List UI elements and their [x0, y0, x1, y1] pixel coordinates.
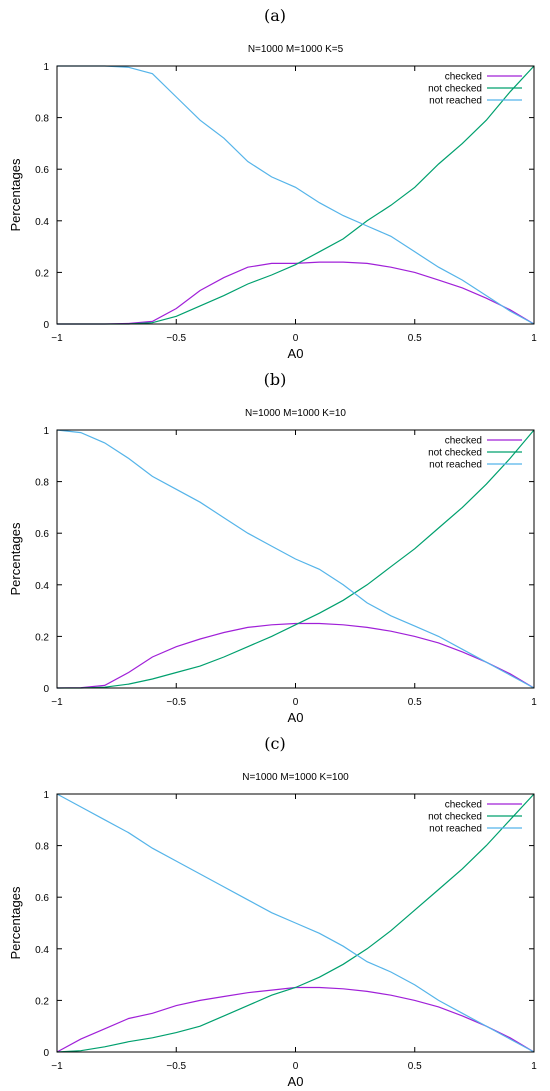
chart-panel-b: (b) N=1000 M=1000 K=10 −1 −0.5 0 0.5 1 0 0.2 0.4…: [0, 364, 550, 728]
x-tick-label: 1: [531, 333, 537, 344]
x-axis-label: A0: [288, 1074, 304, 1089]
y-tick-label: 0.4: [35, 217, 49, 228]
legend-label: not reached: [429, 824, 482, 835]
series-line-not-reached: [56, 793, 535, 1053]
legend-label: checked: [445, 72, 482, 83]
y-tick-label: 0.2: [35, 268, 49, 279]
chart-panel-c: (c) N=1000 M=1000 K=100 −1 −0.5 0 0.5 1 0 0.2 0.…: [0, 728, 550, 1091]
y-tick-label: 0.2: [35, 632, 49, 643]
x-tick-label: −0.5: [166, 333, 186, 344]
y-tick-label: 0.8: [35, 842, 49, 853]
y-tick-label: 0.4: [35, 945, 49, 956]
line-chart: N=1000 M=1000 K=10 −1 −0.5 0 0.5 1 0 0.2 0.4 0.6 0…: [8, 408, 537, 725]
series-line-checked: [56, 986, 535, 1053]
x-tick-label: −1: [51, 1061, 63, 1072]
series-line-checked: [57, 261, 535, 325]
x-tick-label: 1: [531, 1061, 537, 1072]
y-tick-label: 0.6: [35, 165, 49, 176]
y-axis-label: Percentages: [8, 158, 23, 231]
chart-title: N=1000 M=1000 K=10: [245, 408, 346, 419]
series-line-not-reached: [57, 65, 535, 325]
y-tick-label: 0.4: [35, 581, 49, 592]
y-tick-label: 1: [43, 426, 49, 437]
x-tick-label: 0.5: [408, 697, 422, 708]
panel-label: (c): [264, 734, 286, 753]
series-line-checked: [56, 622, 535, 689]
x-tick-label: 0: [293, 697, 299, 708]
y-tick-label: 1: [43, 62, 49, 73]
x-tick-label: 0.5: [408, 333, 422, 344]
x-tick-label: −1: [51, 333, 63, 344]
y-tick-label: 0: [43, 320, 49, 331]
chart-title: N=1000 M=1000 K=100: [242, 772, 349, 783]
legend-label: not reached: [429, 460, 482, 471]
y-tick-label: 1: [43, 790, 49, 801]
series-line-not-checked: [56, 793, 535, 1053]
legend-label: not checked: [428, 448, 482, 459]
legend-label: not reached: [429, 96, 482, 107]
panel-label: (b): [263, 370, 287, 389]
x-tick-label: 1: [531, 697, 537, 708]
series-line-not-reached: [56, 429, 535, 689]
y-tick-label: 0.2: [35, 996, 49, 1007]
y-axis-label: Percentages: [8, 886, 23, 959]
y-tick-label: 0.6: [35, 893, 49, 904]
y-tick-label: 0: [43, 684, 49, 695]
chart-title: N=1000 M=1000 K=5: [248, 44, 344, 55]
legend-label: checked: [445, 800, 482, 811]
x-tick-label: 0.5: [408, 1061, 422, 1072]
series-line-not-checked: [57, 429, 535, 689]
y-tick-label: 0.8: [35, 114, 49, 125]
y-tick-label: 0.8: [35, 478, 49, 489]
x-axis-label: A0: [288, 710, 304, 725]
panel-label: (a): [263, 6, 287, 25]
x-axis-label: A0: [288, 346, 304, 361]
y-tick-label: 0: [43, 1048, 49, 1059]
x-tick-label: −0.5: [166, 1061, 186, 1072]
x-tick-label: −0.5: [166, 697, 186, 708]
legend-label: not checked: [428, 812, 482, 823]
line-chart: N=1000 M=1000 K=5 −1 −0.5 0 0.5 1 0 0.2 0.4 0.6 0.…: [8, 44, 537, 361]
x-tick-label: 0: [293, 1061, 299, 1072]
y-tick-label: 0.6: [35, 529, 49, 540]
line-chart: N=1000 M=1000 K=100 −1 −0.5 0 0.5 1 0 0.2 0.4 0.6…: [8, 772, 537, 1089]
legend-label: not checked: [428, 84, 482, 95]
x-tick-label: 0: [293, 333, 299, 344]
chart-panel-a: (a) N=1000 M=1000 K=5 −1 −0.5 0 0.5 1 0 0.2 0.4 0…: [0, 0, 550, 364]
y-axis-label: Percentages: [8, 522, 23, 595]
legend-label: checked: [445, 436, 482, 447]
x-tick-label: −1: [51, 697, 63, 708]
